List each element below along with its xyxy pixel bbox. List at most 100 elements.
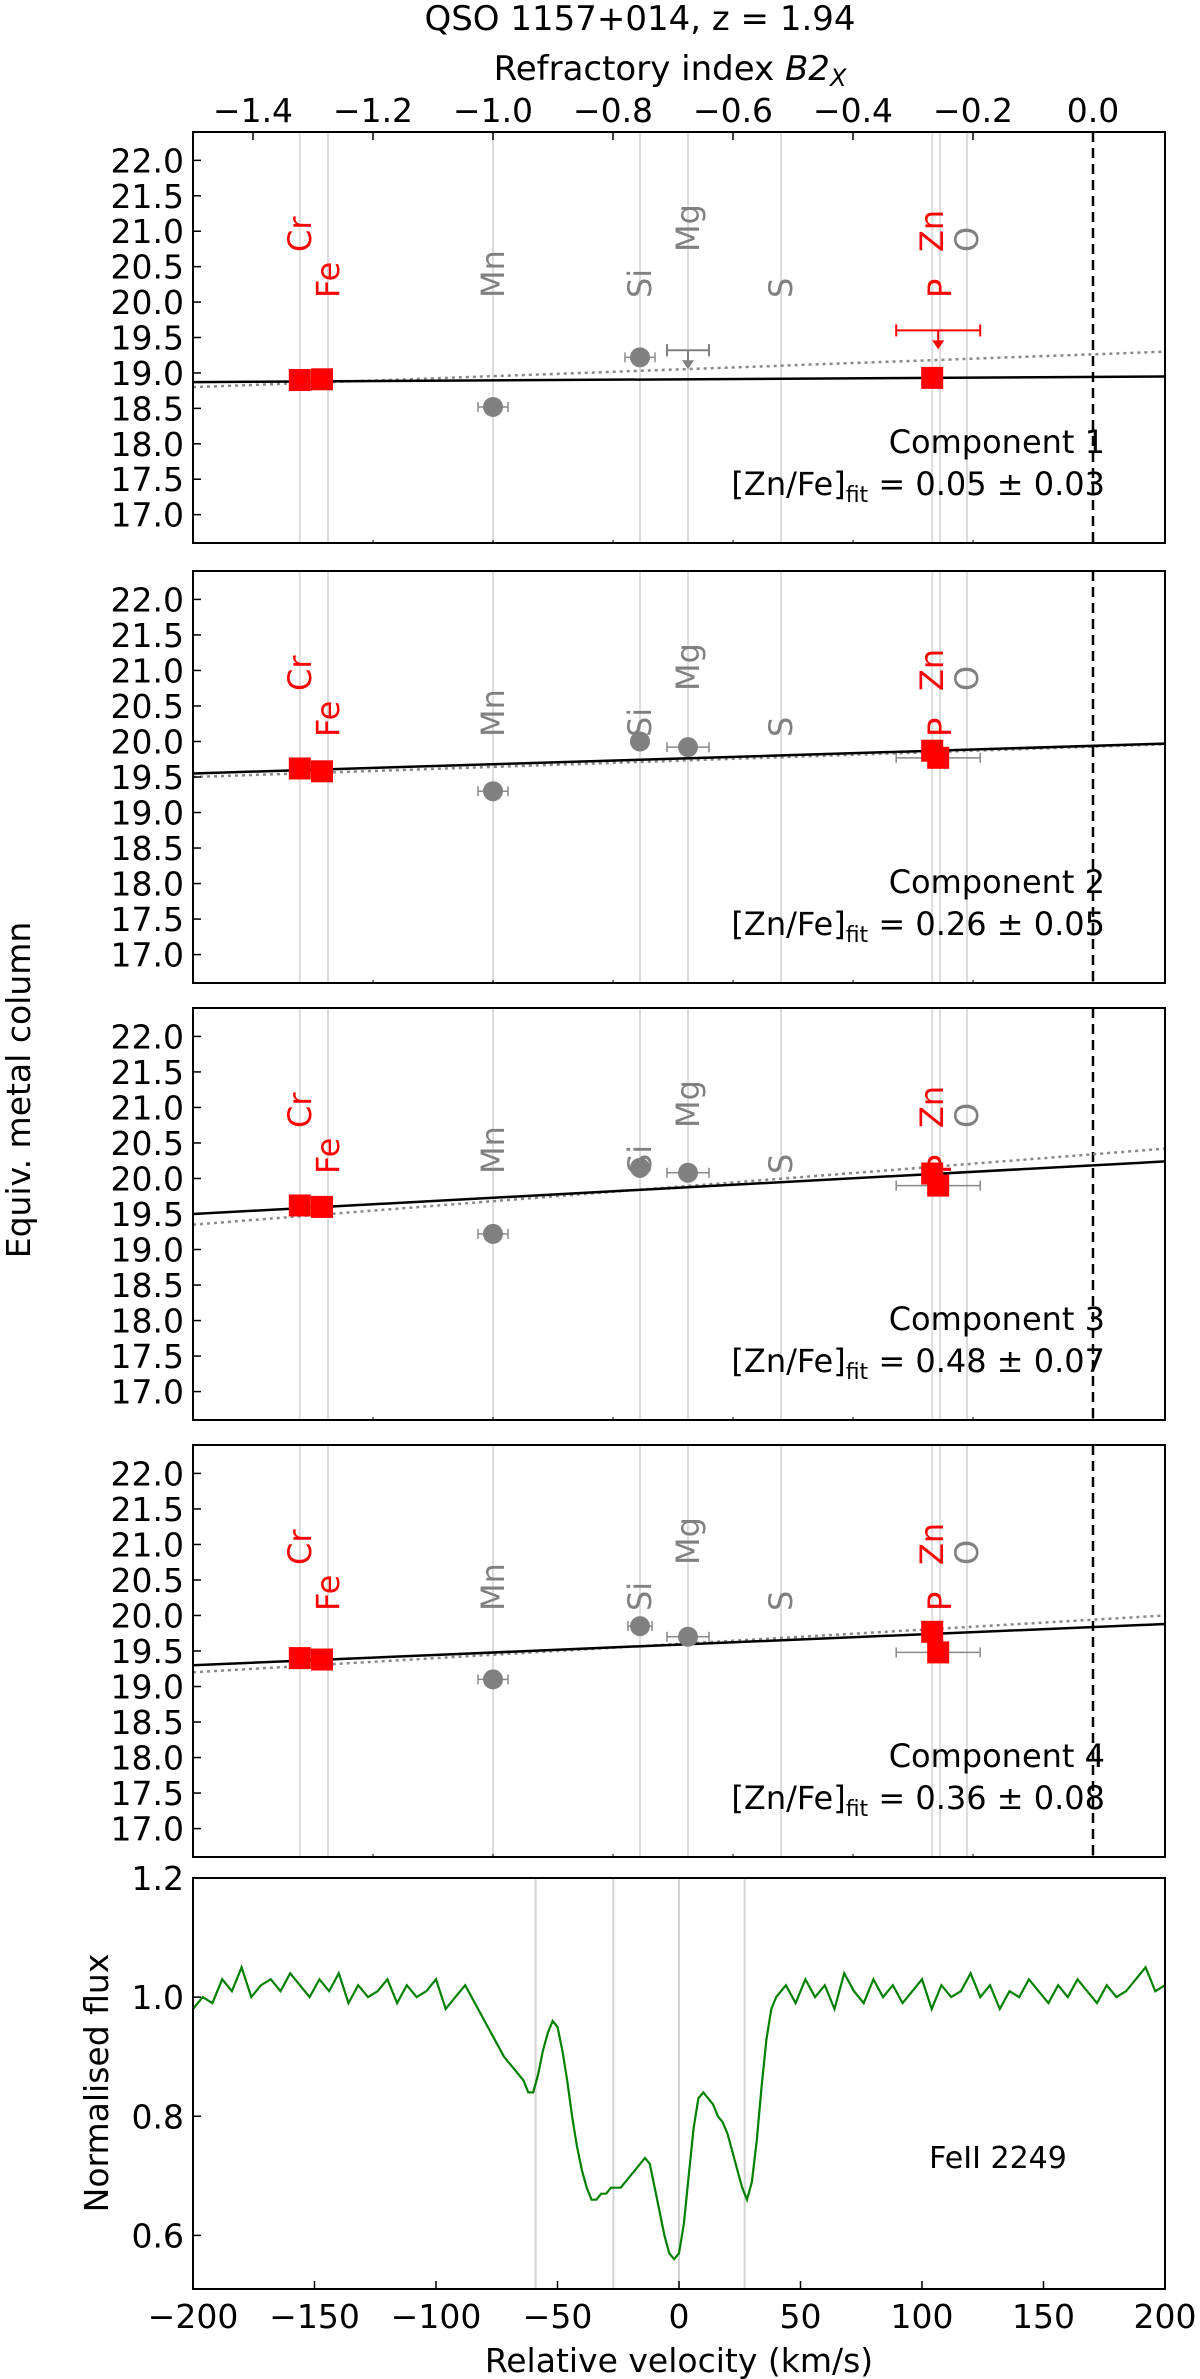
element-label-zn: Zn [913, 210, 951, 252]
element-label-mg: Mg [669, 1080, 707, 1128]
top-axis-label: Refractory index B2X [494, 49, 847, 92]
top-tick-label: −1.0 [453, 91, 533, 130]
y-tick-label: 21.0 [111, 1088, 184, 1127]
element-label-s: S [762, 1154, 800, 1174]
spectrum-x-tick-label: −150 [269, 2297, 360, 2336]
component-label: Component 2 [889, 863, 1105, 901]
red-point-zn [921, 1620, 944, 1643]
red-point-fe [311, 1648, 333, 1671]
component-panel-3: CrFeMnSiMgSZnPO17.017.518.018.519.019.52… [111, 1007, 1166, 1421]
fit-annotation: [Zn/Fe]fit = 0.36 ± 0.08 [731, 1779, 1105, 1822]
y-tick-label: 21.0 [111, 651, 184, 690]
y-tick-label: 21.5 [111, 616, 184, 655]
element-label-o: O [948, 1103, 986, 1128]
element-label-o: O [948, 1540, 986, 1565]
element-label-cr: Cr [281, 1529, 319, 1565]
red-point-p [927, 1641, 950, 1664]
element-label-fe: Fe [309, 1575, 347, 1611]
y-tick-label: 18.5 [111, 829, 184, 868]
top-tick-label: −0.6 [693, 91, 773, 130]
top-tick-label: −0.8 [573, 91, 653, 130]
y-tick-label: 22.0 [111, 580, 184, 619]
y-tick-label: 19.0 [111, 794, 184, 833]
element-label-fe: Fe [309, 701, 347, 737]
y-tick-label: 20.0 [111, 283, 184, 322]
spectrum-y-tick-label: 1.2 [132, 1859, 184, 1898]
fit-lines [193, 742, 1165, 779]
top-tick-label: −0.4 [813, 91, 893, 130]
element-label-p: P [921, 279, 959, 298]
y-tick-label: 19.5 [111, 1632, 184, 1671]
spectrum-x-tick-label: 0 [669, 2297, 690, 2336]
spectrum-annotation: FeII 2249 [929, 2141, 1067, 2176]
dotted-fit-line [193, 1147, 1165, 1226]
element-label-cr: Cr [281, 1092, 319, 1128]
grey-point-mg [678, 737, 698, 758]
component-label: Component 3 [889, 1300, 1105, 1338]
grey-point-mn [483, 1223, 503, 1244]
shared-y-axis-label: Equiv. metal column [0, 922, 38, 1259]
element-label-mg: Mg [669, 1517, 707, 1565]
element-label-mg: Mg [669, 204, 707, 252]
y-tick-label: 17.0 [111, 1810, 184, 1849]
dotted-fit-line [193, 1614, 1165, 1674]
top-tick-label: −0.2 [933, 91, 1013, 130]
y-tick-label: 19.5 [111, 319, 184, 358]
grey-point-mg [678, 1162, 698, 1183]
spectrum-y-tick-label: 0.6 [132, 2216, 184, 2255]
grey-point-mg [678, 1626, 698, 1647]
y-tick-label: 17.5 [111, 460, 184, 499]
y-tick-label: 20.5 [111, 1561, 184, 1600]
element-label-cr: Cr [281, 216, 319, 252]
element-label-s: S [762, 717, 800, 737]
y-tick-label: 19.0 [111, 1231, 184, 1270]
spectrum-y-axis-label: Normalised flux [77, 1954, 116, 2213]
element-label-p: P [921, 1592, 959, 1611]
component-label: Component 1 [889, 423, 1105, 461]
spectrum-frame [192, 1877, 1166, 2290]
element-label-o: O [948, 666, 986, 691]
y-tick-label: 19.0 [111, 1668, 184, 1707]
y-tick-label: 20.0 [111, 722, 184, 761]
grey-point-si [630, 1616, 650, 1637]
y-tick-label: 22.0 [111, 1454, 184, 1493]
component-label: Component 4 [889, 1737, 1105, 1775]
grey-point-si [630, 731, 650, 752]
top-tick-label: 0.0 [1067, 91, 1119, 130]
y-tick-label: 22.0 [111, 1017, 184, 1056]
spectrum-x-axis-label: Relative velocity (km/s) [485, 2341, 873, 2379]
y-tick-label: 21.0 [111, 212, 184, 251]
element-label-fe: Fe [309, 1138, 347, 1174]
red-point-cr [288, 1194, 311, 1217]
y-tick-label: 21.0 [111, 1525, 184, 1564]
y-tick-label: 21.5 [111, 1490, 184, 1529]
spectrum-panel: 0.6 0.8 1.0 1.2 −200 −150 −100 −50 0 50 100 150 200 F… [77, 1859, 1197, 2379]
panel-frame [192, 570, 1166, 984]
top-tick-label: −1.2 [333, 91, 413, 130]
y-tick-label: 18.0 [111, 425, 184, 464]
y-tick-label: 22.0 [111, 141, 184, 180]
element-label-p: P [921, 718, 959, 737]
fit-lines [193, 1614, 1165, 1674]
best-fit-line [193, 742, 1165, 775]
y-tick-label: 20.5 [111, 248, 184, 287]
red-point-cr [288, 1647, 311, 1670]
fit-annotation: [Zn/Fe]fit = 0.26 ± 0.05 [731, 905, 1105, 948]
red-point-p [927, 746, 950, 769]
fit-lines [193, 350, 1165, 389]
panel-frame [192, 131, 1166, 544]
grey-point-mn [483, 1669, 503, 1690]
y-tick-label: 18.0 [111, 865, 184, 904]
panels: −1.4 −1.2 −1.0 −0.8 −0.6 −0.4 −0.2 0.0 Cr Fe Mn Si M… [77, 91, 1197, 2379]
element-label-s: S [762, 278, 800, 298]
red-point-p [927, 1174, 950, 1197]
y-tick-label: 19.5 [111, 1195, 184, 1234]
element-label-mn: Mn [474, 1563, 512, 1611]
spectrum-y-tick-label: 1.0 [132, 1978, 184, 2017]
y-tick-label: 19.0 [111, 354, 184, 393]
y-tick-label: 18.0 [111, 1739, 184, 1778]
spectrum-y-tick-label: 0.8 [132, 2097, 184, 2136]
y-tick-label: 20.0 [111, 1159, 184, 1198]
upper-limit-arrow [932, 340, 945, 350]
